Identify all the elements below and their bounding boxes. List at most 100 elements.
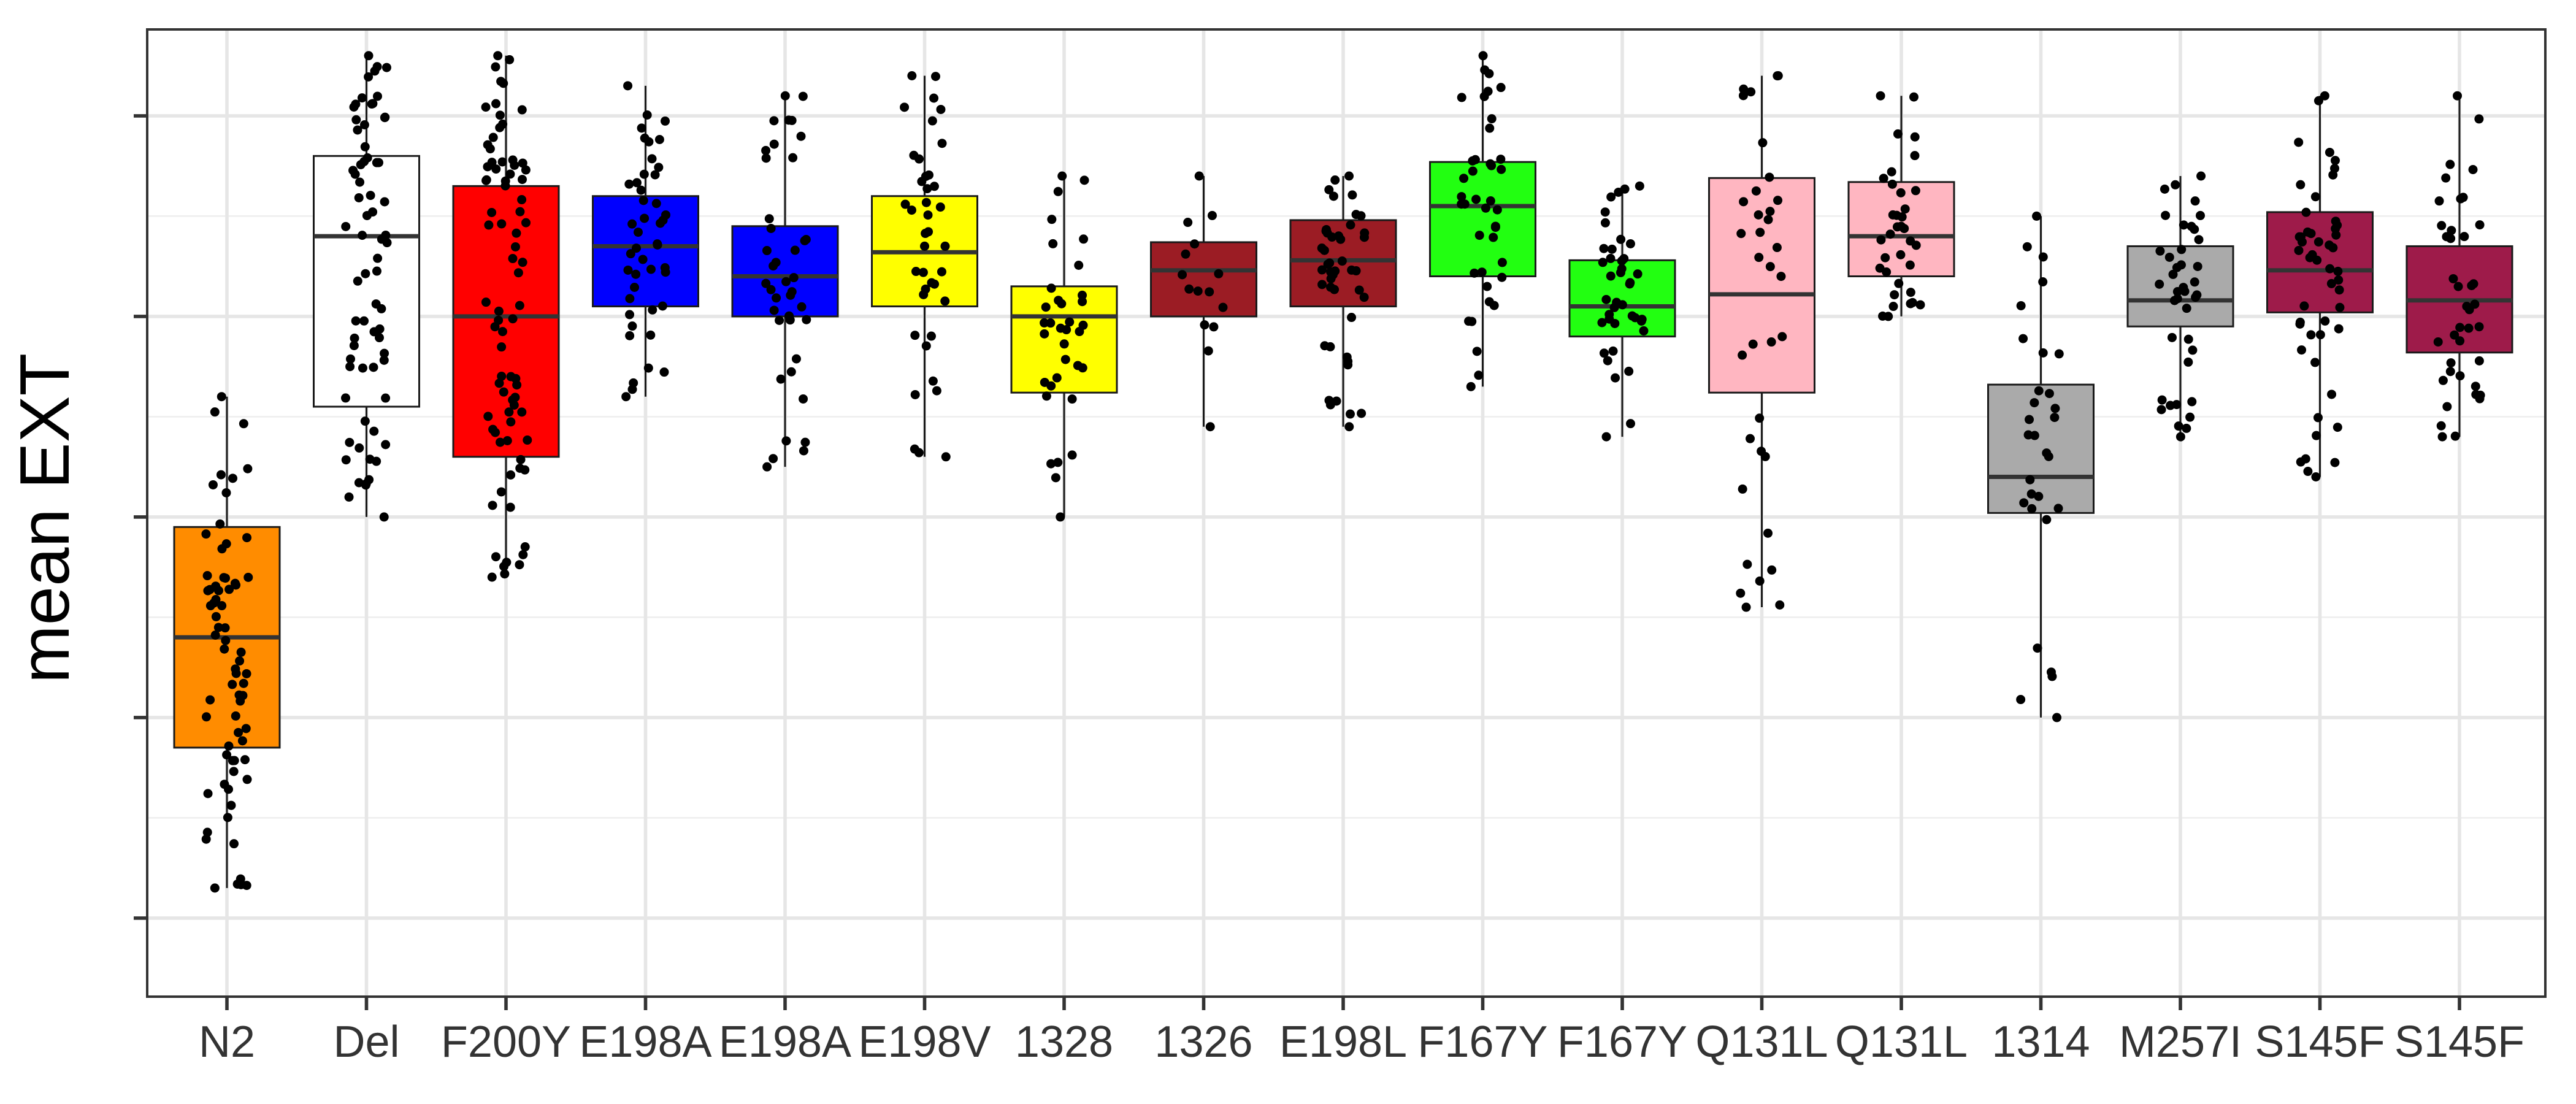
data-point: [381, 393, 391, 403]
data-point: [1890, 290, 1899, 300]
data-point: [2330, 458, 2340, 467]
data-point: [1888, 302, 1898, 312]
data-point: [2177, 245, 2187, 255]
data-point: [205, 585, 215, 594]
data-point: [1776, 272, 1786, 282]
data-point: [1328, 191, 1338, 201]
data-point: [229, 839, 239, 849]
data-point: [646, 264, 656, 274]
data-point: [917, 177, 927, 186]
data-point: [221, 635, 231, 645]
data-point: [242, 533, 252, 543]
data-point: [2301, 207, 2311, 217]
data-point: [483, 162, 493, 172]
data-point: [1906, 299, 1915, 309]
data-point: [2448, 274, 2458, 283]
data-point: [2327, 389, 2337, 399]
data-point: [1359, 232, 1369, 242]
data-point: [201, 712, 211, 722]
data-point: [2325, 264, 2335, 274]
data-point: [505, 502, 515, 512]
x-tick-label: Q131L: [1835, 1018, 1968, 1067]
data-point: [1470, 268, 1479, 278]
data-point: [228, 473, 238, 483]
data-point: [1040, 329, 1049, 339]
data-point: [2295, 317, 2305, 327]
data-point: [1765, 207, 1775, 217]
data-point: [1321, 226, 1331, 236]
data-point: [625, 310, 635, 320]
data-point: [360, 142, 370, 151]
data-point: [518, 258, 527, 267]
data-point: [368, 99, 378, 109]
data-point: [2187, 397, 2197, 407]
data-point: [918, 267, 928, 277]
data-point: [2025, 415, 2034, 424]
data-point: [656, 218, 665, 228]
data-point: [228, 680, 237, 689]
data-point: [1763, 528, 1773, 538]
data-point: [1639, 326, 1649, 335]
data-point: [1492, 205, 1502, 215]
data-point: [1078, 290, 1087, 300]
data-point: [361, 479, 371, 489]
data-point: [632, 178, 642, 188]
data-point: [2156, 405, 2166, 415]
data-point: [1484, 297, 1494, 307]
data-point: [488, 500, 497, 510]
data-point: [784, 311, 794, 321]
data-point: [2190, 277, 2199, 287]
data-point: [364, 51, 374, 61]
data-point: [2474, 356, 2484, 366]
data-point: [937, 139, 947, 148]
box-group: [1429, 55, 1536, 387]
data-point: [1481, 203, 1490, 213]
data-point: [637, 123, 646, 133]
data-point: [220, 644, 229, 654]
data-point: [491, 62, 500, 72]
data-point: [1056, 512, 1065, 522]
data-point: [1635, 181, 1644, 191]
data-point: [1047, 215, 1057, 224]
data-point: [1887, 167, 1896, 177]
data-point: [2315, 330, 2325, 340]
data-point: [1742, 559, 1752, 569]
data-point: [1347, 190, 1357, 200]
data-point: [1060, 355, 1070, 364]
data-point: [1773, 196, 1783, 205]
data-point: [2034, 491, 2044, 501]
data-point: [911, 267, 921, 277]
data-point: [1754, 210, 1763, 220]
data-point: [1885, 229, 1895, 239]
data-point: [1323, 259, 1333, 269]
data-point: [481, 102, 491, 112]
data-point: [1345, 409, 1355, 419]
data-point: [919, 289, 929, 299]
data-point: [1317, 280, 1327, 289]
data-point: [1738, 91, 1748, 101]
data-point: [2171, 180, 2180, 190]
data-point: [638, 255, 648, 264]
data-point: [1460, 199, 1470, 209]
data-point: [781, 436, 791, 446]
data-point: [769, 454, 778, 464]
data-point: [2445, 367, 2455, 377]
data-point: [1480, 65, 1490, 75]
data-point: [520, 465, 530, 475]
data-point: [1614, 187, 1623, 197]
data-point: [935, 202, 945, 212]
data-point: [1046, 283, 1056, 293]
data-point: [2331, 217, 2340, 226]
data-point: [2474, 322, 2484, 332]
data-point: [621, 392, 631, 402]
data-point: [487, 572, 497, 582]
data-point: [1777, 332, 1787, 342]
data-point: [2167, 332, 2177, 342]
data-point: [496, 437, 505, 447]
data-point: [500, 181, 510, 191]
data-point: [2296, 180, 2306, 190]
data-point: [910, 389, 920, 399]
data-point: [2310, 358, 2320, 367]
data-point: [515, 301, 524, 310]
